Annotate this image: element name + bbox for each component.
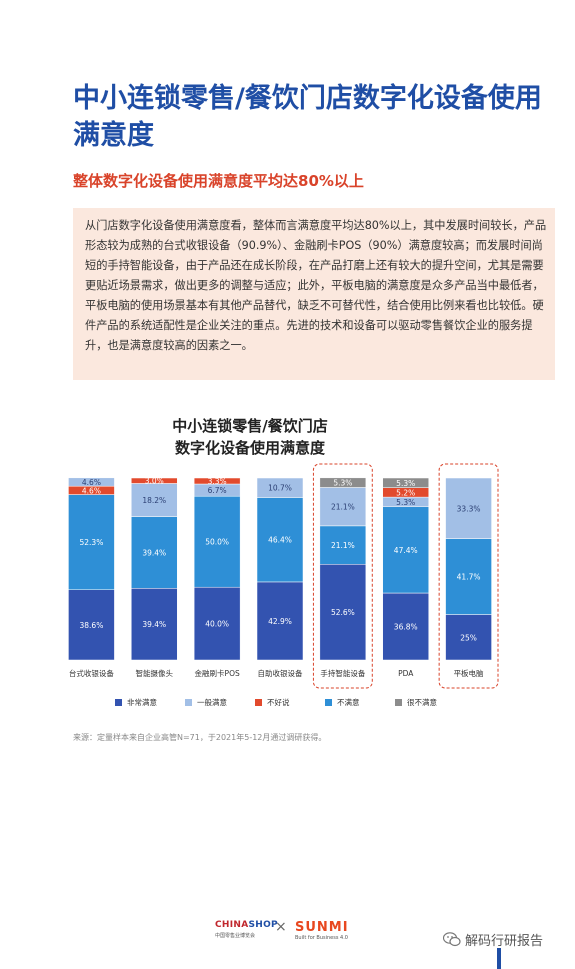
- chart-title-line2: 数字化设备使用满意度: [174, 439, 325, 457]
- bar-segment: [382, 477, 429, 488]
- chinashop-logo-shop: SHOP: [248, 920, 278, 930]
- bar-segment: [319, 477, 367, 488]
- legend-label: 一般满意: [197, 697, 227, 707]
- data-label: 21.1%: [331, 541, 355, 550]
- source-note: 来源：定量样本来自企业高管N=71，于2021年5-12月通过调研获得。: [73, 733, 327, 742]
- bar-segment: [445, 477, 492, 539]
- bar-segment: [68, 494, 115, 590]
- logo-separator: ×: [275, 919, 287, 935]
- bar-segment: [256, 477, 304, 498]
- legend-swatch: [185, 699, 192, 706]
- x-tick-label: 平板电脑: [454, 668, 484, 678]
- data-label: 18.2%: [142, 496, 166, 505]
- wechat-icon: [443, 932, 461, 947]
- highlight-box: [438, 463, 499, 689]
- data-label: 52.6%: [331, 608, 355, 617]
- chinashop-logo-china: CHINA: [215, 920, 249, 930]
- data-label: 6.7%: [208, 486, 227, 495]
- x-tick-label: PDA: [398, 669, 414, 678]
- legend-swatch: [255, 699, 262, 706]
- x-tick-label: 手持智能设备: [320, 668, 365, 678]
- data-label: 4.6%: [82, 486, 101, 495]
- bar-segment: [382, 592, 429, 661]
- data-label: 36.8%: [394, 623, 418, 632]
- data-label: 3.0%: [145, 477, 164, 486]
- bar-segment: [131, 516, 178, 589]
- footer-logos: CHINASHOP 中国零售业博览会 × SUNMI Built for Bus…: [215, 918, 375, 944]
- legend-label: 很不满意: [407, 697, 437, 707]
- data-label: 39.4%: [142, 548, 166, 557]
- stacked-bar-chart: 38.6% 52.3% 4.6%4.6% 台式收银设备 39.4% 39.4% 18.2% 3…: [68, 463, 499, 707]
- bar-segment: [319, 525, 367, 565]
- chinashop-logo: CHINASHOP: [215, 920, 278, 930]
- data-label: 3.3%: [208, 477, 227, 486]
- bar-segment: [382, 506, 429, 594]
- legend-swatch: [115, 699, 122, 706]
- data-label: 39.4%: [142, 620, 166, 629]
- bar-segment: [256, 497, 304, 583]
- data-label: 41.7%: [457, 573, 481, 582]
- data-label: 21.1%: [331, 503, 355, 512]
- sunmi-logo: SUNMI: [295, 920, 349, 935]
- legend-swatch: [395, 699, 402, 706]
- chart-title-line1: 中小连锁零售/餐饮门店: [172, 417, 328, 435]
- sunmi-logo-sub: Built for Business 4.0: [295, 935, 348, 941]
- intro-text: 从门店数字化设备使用满意度看，整体而言满意度平均达80%以上，其中发展时间较长，…: [85, 219, 547, 352]
- data-label: 5.2%: [396, 488, 415, 497]
- bar-segment: [193, 495, 241, 588]
- bar-segment: [68, 589, 115, 661]
- chart-title: 中小连锁零售/餐饮门店 数字化设备使用满意度: [100, 415, 400, 459]
- bar-segment: [319, 564, 367, 661]
- data-label: 5.3%: [396, 498, 415, 507]
- intro-box: 从门店数字化设备使用满意度看，整体而言满意度平均达80%以上，其中发展时间较长，…: [73, 208, 555, 380]
- data-label: 33.3%: [457, 504, 481, 513]
- data-label: 46.4%: [268, 536, 292, 545]
- data-label: 38.6%: [80, 621, 104, 630]
- bar-segment: [131, 477, 178, 484]
- x-tick-label: 智能摄像头: [136, 668, 174, 678]
- legend-label: 非常满意: [127, 697, 157, 707]
- legend-label: 不好说: [267, 697, 290, 707]
- data-label: 42.9%: [268, 617, 292, 626]
- data-label: 10.7%: [268, 484, 292, 493]
- page-title: 中小连锁零售/餐饮门店数字化设备使用满意度: [73, 83, 542, 151]
- data-label: 47.4%: [394, 546, 418, 555]
- wechat-account: 解码行研报告: [443, 930, 568, 950]
- data-label: 25%: [460, 633, 477, 642]
- bar-segment: [256, 581, 304, 661]
- chinashop-logo-sub: 中国零售业博览会: [215, 933, 256, 939]
- x-tick-label: 自助收银设备: [258, 668, 303, 678]
- x-tick-label: 金融刷卡POS: [195, 668, 240, 678]
- wechat-account-name: 解码行研报告: [465, 934, 544, 949]
- data-label: 52.3%: [80, 538, 104, 547]
- bar-segment: [131, 588, 178, 661]
- data-label: 4.6%: [82, 478, 101, 487]
- legend-swatch: [325, 699, 332, 706]
- x-tick-label: 台式收银设备: [69, 668, 114, 678]
- bar-segment: [445, 538, 492, 615]
- data-label: 40.0%: [205, 620, 229, 629]
- bar-segment: [445, 614, 492, 661]
- bar-segment: [193, 477, 241, 485]
- data-label: 5.3%: [333, 479, 352, 488]
- highlight-box: [312, 463, 373, 689]
- legend-label: 不满意: [337, 697, 360, 707]
- data-label: 50.0%: [205, 538, 229, 547]
- data-label: 5.3%: [396, 479, 415, 488]
- section-subtitle: 整体数字化设备使用满意度平均达80%以上: [73, 172, 364, 190]
- bar-segment: [68, 477, 115, 487]
- page-accent-bar: [497, 948, 501, 969]
